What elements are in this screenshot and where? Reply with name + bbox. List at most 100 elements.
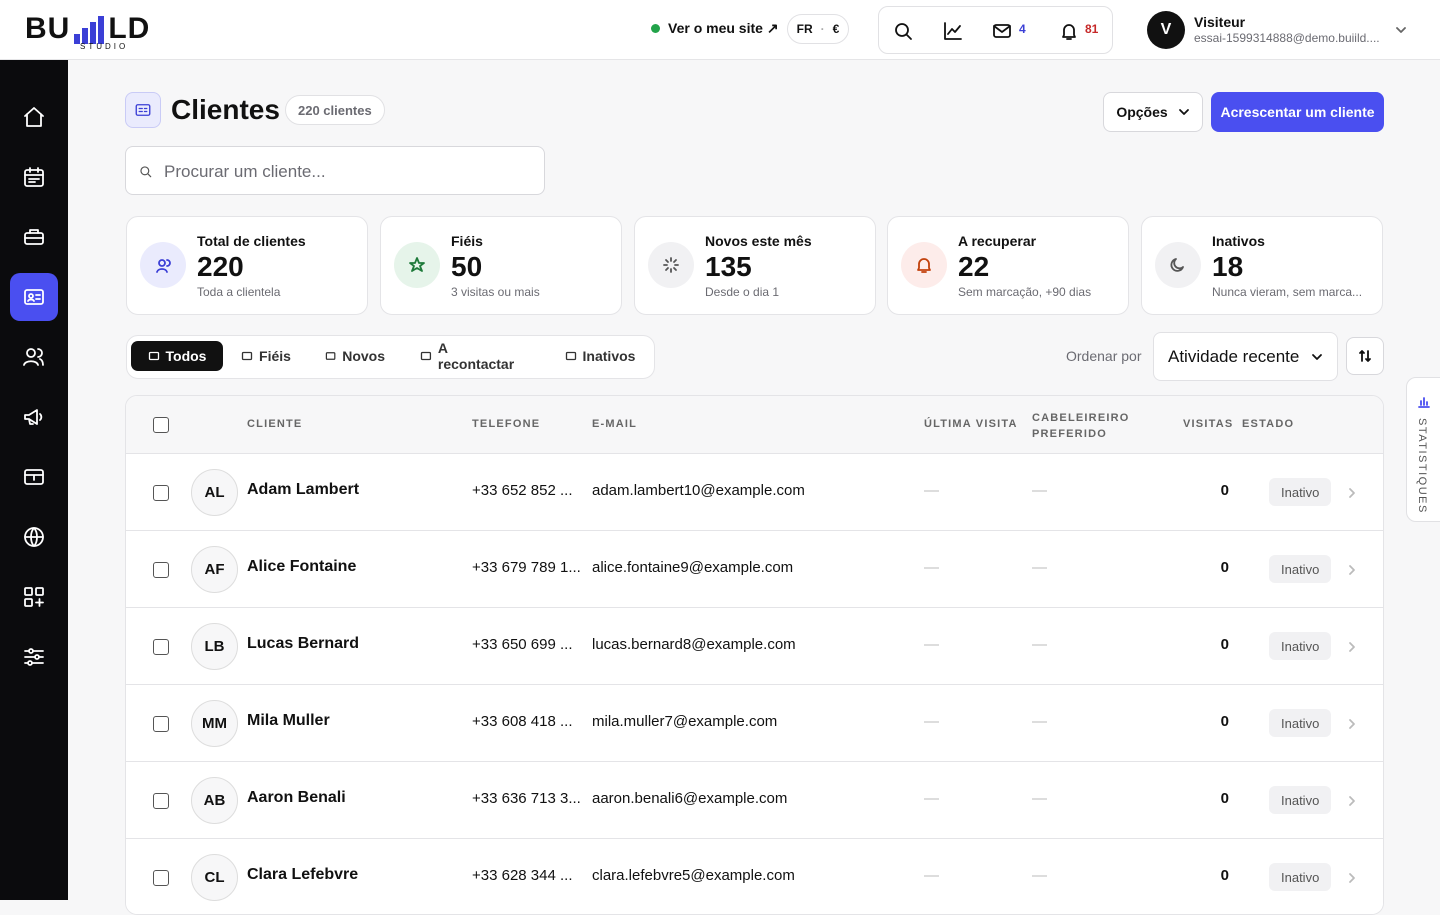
phone: +33 628 344 ...	[472, 867, 573, 884]
nav-marketing[interactable]	[10, 393, 58, 441]
header-checkbox[interactable]	[153, 417, 169, 433]
notif-count: 81	[1085, 22, 1099, 36]
side-tab[interactable]: STATISTIQUES	[1406, 377, 1440, 522]
stat-note: Sem marcação, +90 dias	[958, 285, 1092, 299]
nav-website[interactable]	[10, 513, 58, 561]
phone: +33 636 713 3...	[472, 790, 581, 807]
row-chevron[interactable]	[1348, 717, 1356, 735]
row-chevron[interactable]	[1348, 486, 1356, 504]
avatar: LB	[191, 623, 238, 670]
stat-label: Novos este mês	[705, 233, 812, 249]
stat-label: Total de clientes	[197, 233, 306, 249]
last-visit: —	[924, 713, 939, 730]
status-dot	[651, 24, 660, 33]
stat-note: 3 visitas ou mais	[451, 285, 540, 299]
table-row[interactable]: MM Mila Muller +33 608 418 ... mila.muller7…	[126, 685, 1383, 762]
visits: 0	[1220, 867, 1229, 884]
side-tab-text: STATISTIQUES	[1416, 418, 1428, 514]
filter-tab[interactable]: Inativos	[553, 341, 647, 371]
stat-note: Toda a clientela	[197, 285, 281, 299]
filter-text: Inativos	[582, 348, 636, 364]
toolbar: 4 81	[878, 6, 1113, 54]
table-row[interactable]: AB Aaron Benali +33 636 713 3... aaron.bena…	[126, 762, 1383, 839]
phone: +33 679 789 1...	[472, 559, 581, 576]
clients-table: CLIENTE TELEFONE E-MAIL ÚLTIMA VISITA CABELE…	[125, 395, 1384, 915]
chevron[interactable]	[1395, 25, 1407, 35]
logo-text: LD	[108, 12, 151, 45]
phone: +33 608 418 ...	[472, 713, 573, 730]
filter-tab[interactable]: Novos	[315, 341, 395, 371]
email: clara.lefebvre5@example.com	[592, 867, 795, 884]
row-chevron[interactable]	[1348, 794, 1356, 812]
client-name: Adam Lambert	[247, 481, 360, 498]
row-chevron[interactable]	[1348, 871, 1356, 889]
stylist: —	[1032, 867, 1047, 884]
avatar[interactable]: V	[1147, 11, 1185, 49]
nav-team[interactable]	[10, 333, 58, 381]
visits: 0	[1220, 636, 1229, 653]
nav-clients[interactable]	[10, 273, 58, 321]
nav-payments[interactable]	[10, 453, 58, 501]
stats-icon[interactable]	[943, 21, 963, 41]
nav-services[interactable]	[10, 213, 58, 261]
lang: FR	[796, 22, 813, 36]
bell-icon[interactable]	[1059, 21, 1079, 41]
sort-select[interactable]: Atividade recente	[1153, 332, 1338, 381]
row-chevron[interactable]	[1348, 640, 1356, 658]
stylist: —	[1032, 559, 1047, 576]
visits: 0	[1220, 482, 1229, 499]
table-row[interactable]: LB Lucas Bernard +33 650 699 ... lucas.bern…	[126, 608, 1383, 685]
stat-card: Novos este mês 135 Desde o dia 1	[634, 216, 876, 315]
phone: +33 652 852 ...	[472, 482, 573, 499]
stat-icon	[140, 242, 186, 288]
sort-value: Atividade recente	[1168, 346, 1300, 366]
status-badge: Inativo	[1269, 786, 1332, 814]
search-box[interactable]: Procurar um cliente...	[125, 146, 545, 195]
separator: ·	[820, 22, 825, 36]
row-chevron[interactable]	[1348, 563, 1356, 581]
row-checkbox[interactable]	[153, 639, 169, 655]
user-email: essai-1599314888@demo.buiild....	[1194, 31, 1380, 45]
stylist: —	[1032, 713, 1047, 730]
filter-tab[interactable]: Todos	[131, 341, 223, 371]
logo[interactable]: BU LD	[25, 12, 150, 46]
lang-switch[interactable]: FR · €	[787, 14, 849, 44]
logo-bars	[74, 16, 105, 44]
nav-apps[interactable]	[10, 573, 58, 621]
status-badge: Inativo	[1269, 478, 1332, 506]
row-checkbox[interactable]	[153, 793, 169, 809]
table-row[interactable]: CL Clara Lefebvre +33 628 344 ... clara.lef…	[126, 839, 1383, 914]
row-checkbox[interactable]	[153, 562, 169, 578]
table-header-bg	[126, 396, 1383, 454]
stat-value: 50	[451, 251, 483, 282]
options-text: Opções	[1116, 104, 1168, 120]
currency: €	[832, 22, 840, 36]
table-row[interactable]: AL Adam Lambert +33 652 852 ... adam.lamber…	[126, 454, 1383, 531]
options-button[interactable]: Opções	[1103, 92, 1203, 132]
filter-tab[interactable]: Fiéis	[231, 341, 301, 371]
nav-calendar[interactable]	[10, 153, 58, 201]
visits: 0	[1220, 713, 1229, 730]
table-row[interactable]: AF Alice Fontaine +33 679 789 1... alice.fo…	[126, 531, 1383, 608]
row-checkbox[interactable]	[153, 485, 169, 501]
mail-icon[interactable]	[992, 21, 1012, 41]
top-bar: BU LD STUDIO Ver o meu site ↗ FR · € 4 81 …	[0, 0, 1440, 60]
stylist: —	[1032, 482, 1047, 499]
avatar: AF	[191, 546, 238, 593]
add-client-button[interactable]: Acrescentar um cliente	[1211, 92, 1384, 132]
nav-settings[interactable]	[10, 633, 58, 681]
filter-tab[interactable]: A recontactar	[410, 340, 537, 372]
phone: +33 650 699 ...	[472, 636, 573, 653]
stat-icon	[394, 242, 440, 288]
status-badge: Inativo	[1269, 632, 1332, 660]
filter-text: Novos	[342, 348, 385, 364]
nav-home[interactable]	[10, 93, 58, 141]
column-header: ESTADO	[1242, 418, 1295, 430]
sort-direction[interactable]	[1346, 337, 1384, 375]
row-checkbox[interactable]	[153, 870, 169, 886]
client-name: Alice Fontaine	[247, 558, 357, 575]
row-checkbox[interactable]	[153, 716, 169, 732]
site-link[interactable]: Ver o meu site ↗	[651, 20, 779, 37]
search-icon[interactable]	[893, 21, 913, 41]
